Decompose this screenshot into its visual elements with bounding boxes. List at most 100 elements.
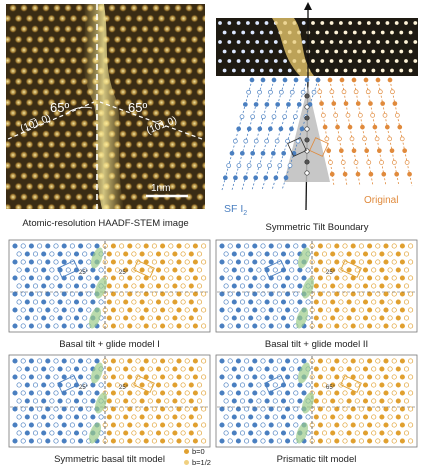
atom-column	[58, 119, 67, 128]
atom-blue	[272, 414, 278, 420]
atom-orange	[326, 243, 332, 249]
atom-column	[19, 4, 29, 13]
atom-blue	[297, 267, 303, 273]
atom-column	[195, 192, 205, 202]
atom-column	[195, 108, 205, 118]
atom-orange	[119, 438, 125, 444]
atom-blue	[280, 299, 287, 305]
atom-orange	[139, 251, 145, 257]
atom-orange	[383, 390, 389, 396]
atom-column	[14, 77, 23, 86]
atom-blue	[65, 315, 71, 321]
atom-blue	[239, 283, 246, 289]
atom-column	[140, 129, 150, 139]
atom-blue	[223, 299, 229, 305]
atom-column	[329, 40, 334, 44]
atom-blue	[301, 390, 307, 396]
atom-column	[14, 119, 23, 128]
atom-column	[264, 40, 269, 44]
atom-orange	[110, 323, 116, 329]
atom-column	[124, 161, 133, 170]
atom-orange	[408, 422, 414, 428]
atom-blue	[268, 422, 274, 428]
atom-blue	[20, 374, 26, 380]
atom-column	[146, 56, 155, 65]
atom-orange	[379, 315, 385, 321]
atom-left	[271, 114, 277, 120]
atom-blue	[223, 251, 229, 257]
atom-column	[52, 108, 62, 118]
atom-column	[14, 161, 23, 170]
atom-column	[30, 87, 40, 97]
atom-column	[399, 68, 404, 73]
atom-orange	[164, 251, 170, 257]
atom-orange	[184, 390, 190, 396]
atom-blue	[82, 398, 88, 404]
atom-blue	[252, 307, 258, 313]
atom-column	[6, 35, 12, 44]
atom-blue	[90, 398, 96, 404]
atom-right	[399, 136, 405, 142]
atom-left	[275, 102, 281, 107]
atom-blue	[285, 275, 291, 281]
atom-orange	[201, 291, 207, 297]
atom-left	[311, 89, 317, 95]
atom-blue	[24, 299, 30, 305]
atom-orange	[155, 267, 162, 273]
atom-column	[278, 49, 283, 54]
atom-left	[263, 175, 269, 181]
atom-blue	[248, 267, 254, 273]
atom-orange	[164, 283, 170, 289]
atom-column	[184, 108, 194, 118]
atom-orange	[334, 243, 340, 249]
atom-column	[19, 45, 29, 55]
atom-blue	[252, 390, 258, 396]
atom-blue	[57, 430, 63, 436]
atom-blue	[69, 307, 75, 313]
model-panel-4: 65°	[214, 353, 419, 449]
atom-blue	[82, 267, 88, 273]
atom-column	[52, 150, 62, 160]
atom-column	[69, 14, 78, 23]
atom-orange	[164, 382, 170, 388]
atom-blue	[219, 323, 225, 329]
atom-orange	[188, 398, 194, 404]
tilt-boundary-diagram: SF I2 Original	[216, 2, 418, 217]
atom-column	[6, 56, 12, 65]
atom-blue	[248, 299, 254, 305]
atom-orange	[367, 358, 373, 364]
atom-blue	[293, 291, 299, 297]
atom-blue	[235, 243, 241, 249]
atom-orange	[346, 414, 352, 420]
atom-orange	[188, 382, 194, 388]
atom-column	[135, 77, 144, 86]
atom-left	[282, 77, 288, 83]
atom-column	[168, 161, 177, 170]
atom-orange	[338, 430, 344, 436]
atom-blue	[276, 422, 282, 428]
atom-column	[118, 150, 128, 160]
atom-orange	[346, 430, 352, 436]
atom-orange	[168, 323, 174, 329]
atom-blue	[73, 283, 80, 289]
atom-left	[243, 138, 249, 144]
atom-left	[285, 138, 290, 144]
atom-orange	[168, 307, 174, 313]
atom-orange	[110, 259, 116, 265]
atom-blue	[223, 430, 229, 436]
atom-column	[63, 192, 73, 202]
atom-column	[162, 87, 172, 97]
atom-orange	[184, 243, 190, 249]
atom-blue	[41, 414, 47, 420]
atom-left	[253, 138, 259, 144]
atom-right	[372, 124, 378, 130]
atom-orange	[375, 243, 381, 249]
atom-blue	[285, 358, 291, 364]
atom-blue	[12, 422, 18, 428]
atom-orange	[127, 243, 133, 249]
atom-column	[273, 40, 278, 44]
atom-orange	[151, 422, 157, 428]
atom-blue	[57, 283, 63, 289]
atom-blue	[61, 374, 67, 380]
atom-orange	[176, 438, 182, 444]
